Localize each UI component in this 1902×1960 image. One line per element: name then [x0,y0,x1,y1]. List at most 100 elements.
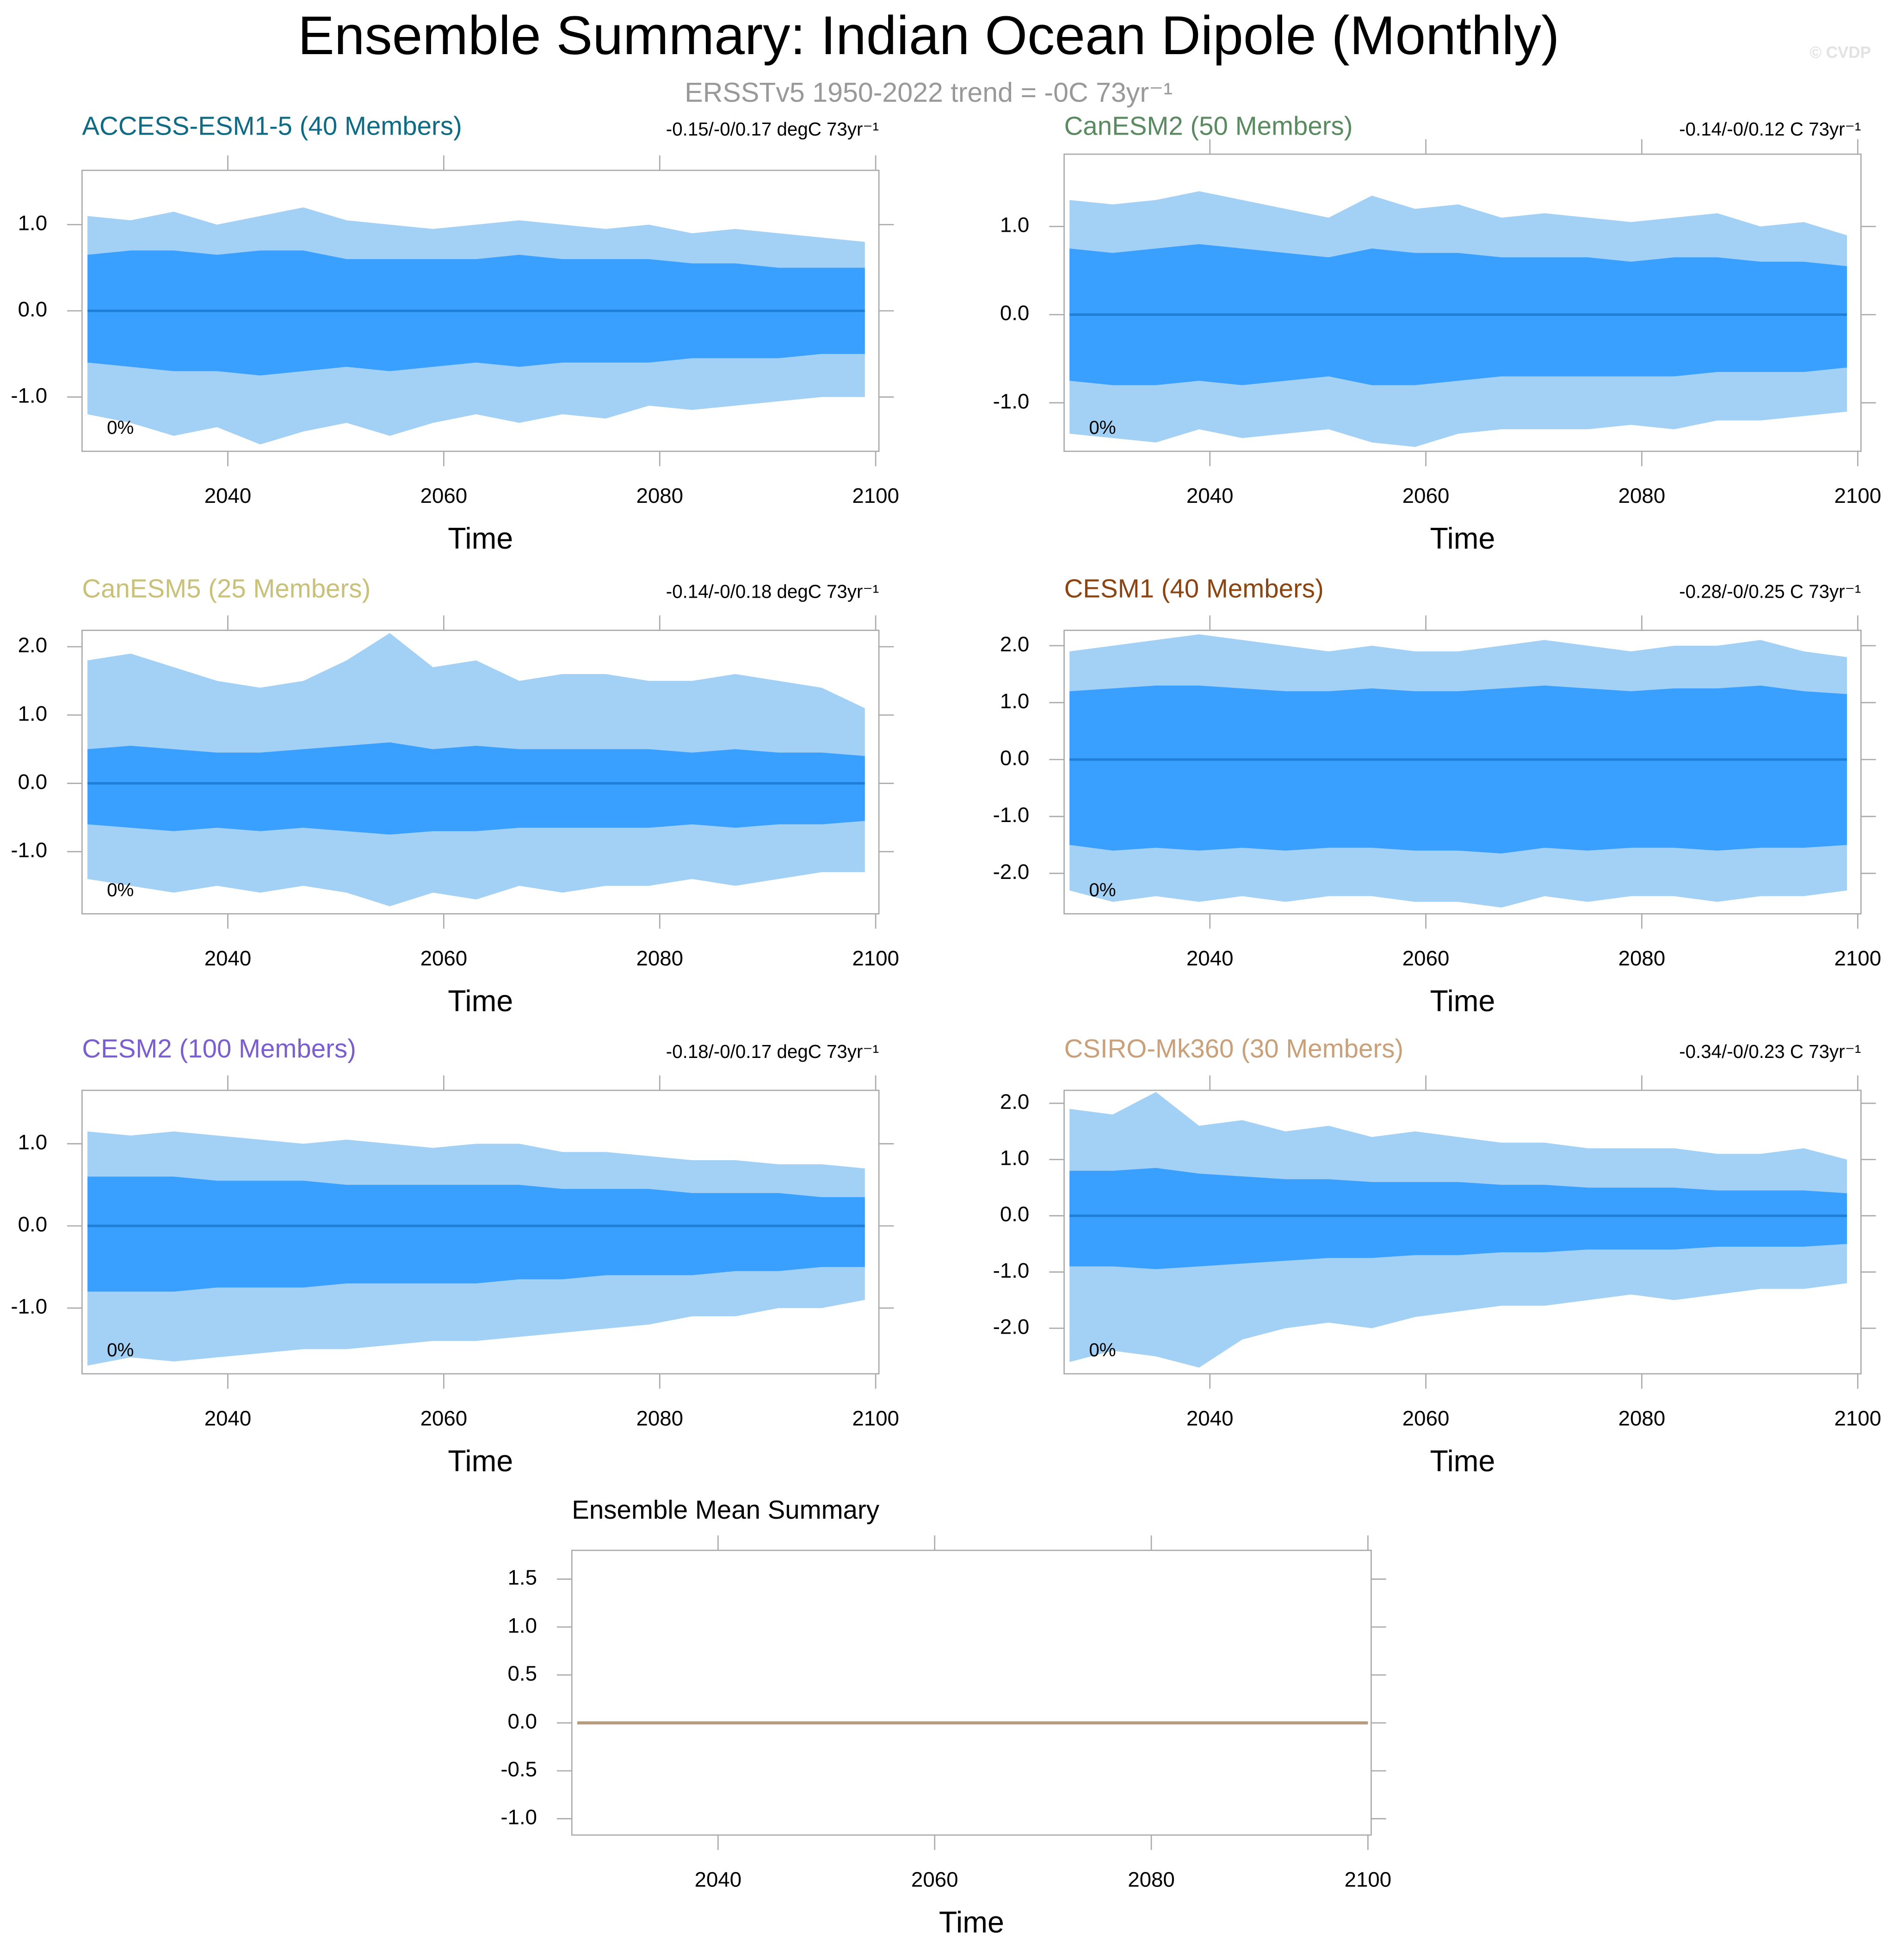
x-tick-label: 2060 [420,946,468,970]
x-tick-label: 2060 [911,1867,958,1891]
y-tick-label: -1.0 [11,838,47,862]
y-tick-label: 0.0 [18,770,48,793]
percent-label: 0% [107,1340,134,1360]
x-tick-label: 2080 [1128,1867,1175,1891]
y-tick-label: 1.0 [1000,689,1030,713]
spread-area [87,310,865,376]
percent-label: 0% [1089,417,1116,438]
x-tick-label: 2040 [204,1406,252,1430]
x-tick-label: 2060 [1402,946,1450,970]
x-tick-label: 2060 [1402,484,1450,507]
y-tick-label: 1.0 [1000,1146,1030,1170]
x-tick-label: 2100 [852,946,899,970]
panel-title: CESM2 (100 Members) [82,1034,356,1063]
x-tick-label: 2040 [1186,946,1234,970]
x-tick-label: 2060 [1402,1406,1450,1430]
y-tick-label: 1.0 [18,702,48,725]
x-axis-label: Time [1430,522,1495,555]
spread-area [1069,1168,1847,1216]
panel-title: CSIRO-Mk360 (30 Members) [1064,1034,1404,1063]
x-tick-label: 2100 [852,1406,899,1430]
plot-frame [81,1089,880,1375]
x-tick-label: 2040 [204,946,252,970]
y-tick-label: 0.0 [1000,301,1030,325]
percent-label: 0% [1089,1340,1116,1360]
spread-area [87,742,865,784]
y-tick-label: 0.0 [1000,1202,1030,1226]
percent-label: 0% [107,417,134,438]
x-axis-label: Time [1430,1444,1495,1478]
spread-area [1069,315,1847,385]
x-tick-label: 2080 [636,1406,683,1430]
percent-label: 0% [1089,880,1116,901]
panel-trend: -0.18/-0/0.17 degC 73yr⁻¹ [666,1041,879,1062]
y-tick-label: 1.0 [1000,213,1030,237]
y-tick-label: 0.5 [508,1662,537,1685]
y-tick-label: -2.0 [993,860,1030,884]
y-tick-label: -1.0 [11,1295,47,1318]
y-tick-label: 0.0 [508,1709,537,1733]
spread-area [87,633,865,784]
x-tick-label: 2100 [852,484,899,507]
panel-title: Ensemble Mean Summary [572,1495,880,1524]
plot-frame [81,630,880,915]
panel-trend: -0.28/-0/0.25 C 73yr⁻¹ [1679,581,1861,602]
y-tick-label: 0.0 [1000,746,1030,770]
figure-subtitle: ERSSTv5 1950-2022 trend = -0C 73yr⁻¹ [685,77,1173,108]
x-tick-label: 2040 [695,1867,742,1891]
y-tick-label: 2.0 [18,633,48,657]
y-tick-label: -1.0 [993,390,1030,413]
panel-title: CESM1 (40 Members) [1064,574,1324,603]
x-tick-label: 2080 [636,484,683,507]
y-tick-label: 2.0 [1000,632,1030,656]
panel-trend: -0.34/-0/0.23 C 73yr⁻¹ [1679,1041,1861,1062]
spread-area [1069,759,1847,853]
percent-label: 0% [107,880,134,901]
x-tick-label: 2080 [636,946,683,970]
x-tick-label: 2100 [1345,1867,1392,1891]
x-axis-label: Time [448,984,513,1018]
spread-area [87,1176,865,1226]
x-axis-label: Time [448,522,513,555]
panel-trend: -0.14/-0/0.12 C 73yr⁻¹ [1679,119,1861,140]
y-tick-label: 1.0 [508,1614,537,1637]
y-tick-label: -2.0 [993,1315,1030,1338]
spread-area [87,783,865,835]
x-tick-label: 2080 [1618,946,1666,970]
y-tick-label: -1.0 [993,803,1030,827]
spread-area [87,250,865,311]
y-tick-label: -1.0 [11,383,47,407]
y-tick-label: -1.0 [500,1805,537,1829]
y-tick-label: 2.0 [1000,1090,1030,1113]
plot-frame [1063,153,1862,452]
figure-title: Ensemble Summary: Indian Ocean Dipole (M… [298,5,1560,66]
panel-title: CanESM5 (25 Members) [82,574,371,603]
x-axis-label: Time [448,1444,513,1478]
y-tick-label: 1.0 [18,211,48,235]
x-tick-label: 2080 [1618,1406,1666,1430]
credit: © CVDP [1809,43,1871,62]
x-axis-label: Time [1430,984,1495,1018]
x-tick-label: 2040 [204,484,252,507]
panel-title: ACCESS-ESM1-5 (40 Members) [82,111,462,141]
plot-frame [571,1550,1372,1836]
panel-trend: -0.14/-0/0.18 degC 73yr⁻¹ [666,581,879,602]
x-tick-label: 2100 [1834,946,1882,970]
x-tick-label: 2060 [420,484,468,507]
spread-area [1069,244,1847,315]
spread-area [1069,1216,1847,1269]
y-tick-label: -1.0 [993,1259,1030,1282]
x-tick-label: 2080 [1618,484,1666,507]
x-tick-label: 2100 [1834,1406,1882,1430]
spread-area [1069,685,1847,760]
x-tick-label: 2040 [1186,484,1234,507]
spread-area [87,1226,865,1292]
plot-frame [1063,1089,1862,1375]
x-tick-label: 2040 [1186,1406,1234,1430]
x-tick-label: 2060 [420,1406,468,1430]
y-tick-label: 0.0 [18,297,48,321]
panel-trend: -0.15/-0/0.17 degC 73yr⁻¹ [666,119,879,140]
x-axis-label: Time [939,1905,1004,1939]
plot-frame [1063,630,1862,915]
